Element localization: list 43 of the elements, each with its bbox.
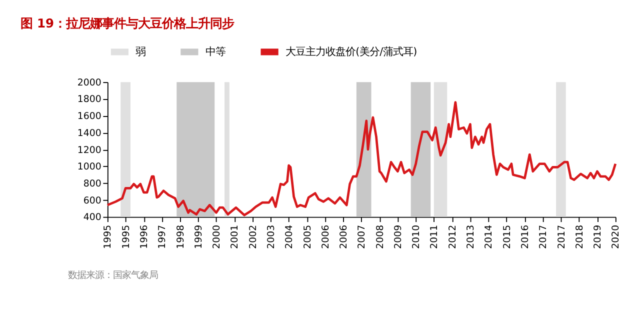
x-tick-label: 2006 — [338, 224, 350, 249]
x-tick-label: 2019 — [592, 224, 604, 249]
x-tick-label: 2012 — [447, 224, 458, 249]
legend-label: 大豆主力收盘价(美分/蒲式耳) — [286, 46, 418, 58]
y-tick-label: 1200 — [77, 144, 102, 156]
y-tick-label: 800 — [83, 178, 102, 190]
x-tick-label: 1997 — [157, 224, 168, 249]
y-tick-label: 1600 — [77, 111, 102, 122]
x-tick-label: 2002 — [248, 224, 259, 249]
y-tick-label: 600 — [83, 195, 102, 206]
x-tick-label: 2008 — [374, 224, 386, 249]
y-tick-label: 1400 — [77, 128, 102, 139]
x-tick-label: 2011 — [429, 224, 440, 249]
x-tick-label: 2010 — [411, 224, 422, 249]
x-tick-label: 1995 — [102, 224, 114, 249]
y-tick-label: 2000 — [77, 77, 102, 88]
y-tick-label: 1800 — [77, 94, 102, 106]
x-tick-label: 2016 — [520, 224, 532, 249]
x-tick-label: 2004 — [284, 224, 296, 249]
legend-label: 中等 — [205, 46, 226, 58]
x-tick-label: 2013 — [466, 224, 477, 249]
x-tick-label: 2018 — [574, 224, 586, 249]
chart-title: 图 19：拉尼娜事件与大豆价格上升同步 — [20, 16, 234, 30]
x-tick-label: 2005 — [302, 224, 314, 249]
x-tick-label: 2009 — [393, 224, 404, 249]
x-tick-label: 2015 — [502, 224, 513, 249]
x-tick-label: 2007 — [356, 224, 368, 249]
x-tick-label: 1999 — [193, 224, 204, 249]
x-tick-label: 2006 — [320, 224, 332, 249]
x-tick-label: 2020 — [610, 224, 622, 249]
y-tick-label: 400 — [83, 212, 102, 224]
x-tick-label: 1996 — [139, 224, 150, 249]
source-note: 数据来源：国家气象局 — [68, 270, 158, 282]
x-tick-label: 2003 — [266, 224, 277, 249]
x-tick-label: 2001 — [230, 224, 241, 249]
y-tick-label: 1000 — [77, 162, 102, 173]
legend-label: 弱 — [136, 46, 146, 58]
x-tick-label: 2017 — [556, 224, 568, 249]
x-tick-label: 2017 — [538, 224, 550, 249]
x-tick-label: 1995 — [120, 224, 132, 249]
x-tick-label: 2000 — [212, 224, 223, 249]
x-tick-label: 1998 — [175, 224, 186, 249]
x-tick-label: 2014 — [484, 224, 495, 249]
